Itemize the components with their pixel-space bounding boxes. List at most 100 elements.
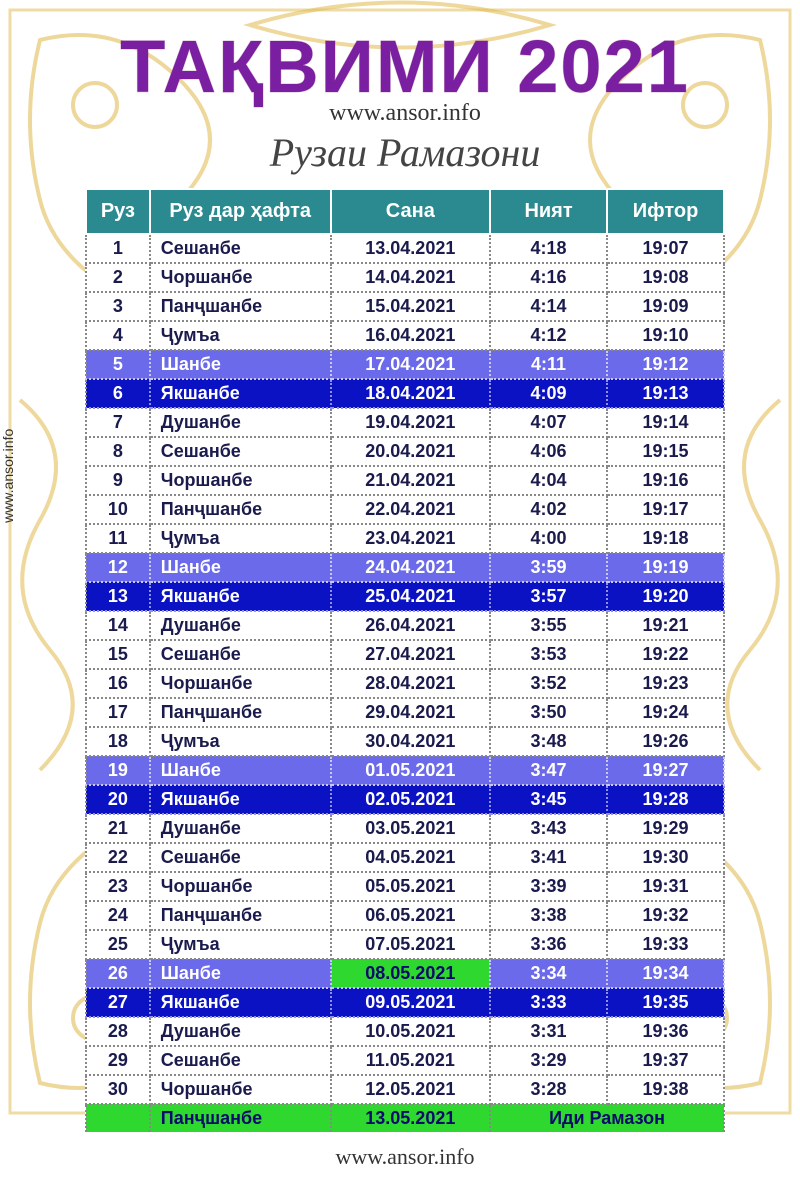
cell-weekday: Чоршанбе: [150, 1075, 331, 1104]
cell-date: 21.04.2021: [331, 466, 491, 495]
cell-iftor: 19:21: [607, 611, 724, 640]
cell-weekday: Душанбе: [150, 814, 331, 843]
table-row: 19Шанбе01.05.20213:4719:27: [86, 756, 724, 785]
cell-weekday: Душанбе: [150, 1017, 331, 1046]
cell-day: 27: [86, 988, 150, 1017]
table-row: 10Панҷшанбе22.04.20214:0219:17: [86, 495, 724, 524]
subtitle: Рузаи Рамазони: [60, 129, 750, 176]
cell-iftor: 19:07: [607, 234, 724, 263]
cell-niyat: 4:02: [490, 495, 607, 524]
cell-niyat: 4:00: [490, 524, 607, 553]
table-row: 27Якшанбе09.05.20213:3319:35: [86, 988, 724, 1017]
table-row: 4Ҷумъа16.04.20214:1219:10: [86, 321, 724, 350]
cell-niyat: 3:28: [490, 1075, 607, 1104]
cell-day: 7: [86, 408, 150, 437]
cell-date: 25.04.2021: [331, 582, 491, 611]
table-row: 11Ҷумъа23.04.20214:0019:18: [86, 524, 724, 553]
cell-date: 28.04.2021: [331, 669, 491, 698]
cell-niyat: 3:57: [490, 582, 607, 611]
cell-day: 4: [86, 321, 150, 350]
table-row: 25Ҷумъа07.05.20213:3619:33: [86, 930, 724, 959]
cell-iftor: 19:38: [607, 1075, 724, 1104]
cell-date: 01.05.2021: [331, 756, 491, 785]
table-row: 9Чоршанбе21.04.20214:0419:16: [86, 466, 724, 495]
cell-weekday: Панҷшанбе: [150, 292, 331, 321]
cell-weekday: Панҷшанбе: [150, 698, 331, 727]
table-row: 16Чоршанбе28.04.20213:5219:23: [86, 669, 724, 698]
table-row: 17Панҷшанбе29.04.20213:5019:24: [86, 698, 724, 727]
table-row: 24Панҷшанбе06.05.20213:3819:32: [86, 901, 724, 930]
cell-date: 07.05.2021: [331, 930, 491, 959]
cell-day: 23: [86, 872, 150, 901]
cell-niyat: 3:29: [490, 1046, 607, 1075]
cell-iftor: 19:37: [607, 1046, 724, 1075]
cell-date: 10.05.2021: [331, 1017, 491, 1046]
cell-iftor: 19:17: [607, 495, 724, 524]
cell-date: 12.05.2021: [331, 1075, 491, 1104]
cell-date: 29.04.2021: [331, 698, 491, 727]
table-row: 6Якшанбе18.04.20214:0919:13: [86, 379, 724, 408]
cell-niyat: 4:12: [490, 321, 607, 350]
cell-weekday: Ҷумъа: [150, 524, 331, 553]
cell-niyat: 3:34: [490, 959, 607, 988]
cell-date: 19.04.2021: [331, 408, 491, 437]
header-niyat: Ният: [490, 189, 607, 234]
cell-date: 20.04.2021: [331, 437, 491, 466]
cell-weekday: Якшанбе: [150, 988, 331, 1017]
cell-weekday: Чоршанбе: [150, 872, 331, 901]
cell-date: 23.04.2021: [331, 524, 491, 553]
cell-niyat: 4:07: [490, 408, 607, 437]
header-date: Сана: [331, 189, 491, 234]
cell-niyat: 4:14: [490, 292, 607, 321]
cell-niyat: 3:38: [490, 901, 607, 930]
cell-date: 08.05.2021: [331, 959, 491, 988]
cell-date: 14.04.2021: [331, 263, 491, 292]
cell-weekday: Шанбе: [150, 756, 331, 785]
cell-weekday: Якшанбе: [150, 582, 331, 611]
table-row: 2Чоршанбе14.04.20214:1619:08: [86, 263, 724, 292]
cell-date: 15.04.2021: [331, 292, 491, 321]
cell-weekday: Чоршанбе: [150, 669, 331, 698]
table-row: 7Душанбе19.04.20214:0719:14: [86, 408, 724, 437]
cell-weekday: Ҷумъа: [150, 930, 331, 959]
cell-weekday: Шанбе: [150, 553, 331, 582]
table-row: 21Душанбе03.05.20213:4319:29: [86, 814, 724, 843]
cell-weekday: Якшанбе: [150, 785, 331, 814]
cell-niyat: 4:04: [490, 466, 607, 495]
table-row: 26Шанбе08.05.20213:3419:34: [86, 959, 724, 988]
cell-day: 3: [86, 292, 150, 321]
cell-iftor: 19:32: [607, 901, 724, 930]
cell-weekday: Сешанбе: [150, 234, 331, 263]
cell-day: 9: [86, 466, 150, 495]
cell-iftor: 19:31: [607, 872, 724, 901]
cell-weekday: Якшанбе: [150, 379, 331, 408]
header-weekday: Руз дар ҳафта: [150, 189, 331, 234]
table-row: 5Шанбе17.04.20214:1119:12: [86, 350, 724, 379]
cell-iftor: 19:30: [607, 843, 724, 872]
table-row: 15Сешанбе27.04.20213:5319:22: [86, 640, 724, 669]
cell-weekday: Ҷумъа: [150, 321, 331, 350]
cell-niyat: 3:55: [490, 611, 607, 640]
cell-weekday: Шанбе: [150, 350, 331, 379]
cell-date: 06.05.2021: [331, 901, 491, 930]
cell-day: 19: [86, 756, 150, 785]
cell-iftor: 19:34: [607, 959, 724, 988]
cell-date: 18.04.2021: [331, 379, 491, 408]
cell-day: 12: [86, 553, 150, 582]
cell-iftor: 19:22: [607, 640, 724, 669]
cell-iftor: 19:36: [607, 1017, 724, 1046]
table-row-eid: Панҷшанбе13.05.2021Иди Рамазон: [86, 1104, 724, 1132]
cell-day: 2: [86, 263, 150, 292]
cell-iftor: 19:26: [607, 727, 724, 756]
cell-day: 1: [86, 234, 150, 263]
cell-weekday: Чоршанбе: [150, 466, 331, 495]
cell-iftor: 19:13: [607, 379, 724, 408]
cell-weekday: Сешанбе: [150, 1046, 331, 1075]
cell-iftor: 19:20: [607, 582, 724, 611]
cell-niyat: 3:39: [490, 872, 607, 901]
cell-niyat: 3:52: [490, 669, 607, 698]
header-iftor: Ифтор: [607, 189, 724, 234]
cell-iftor: 19:27: [607, 756, 724, 785]
cell-niyat: 3:47: [490, 756, 607, 785]
cell-niyat: 4:09: [490, 379, 607, 408]
